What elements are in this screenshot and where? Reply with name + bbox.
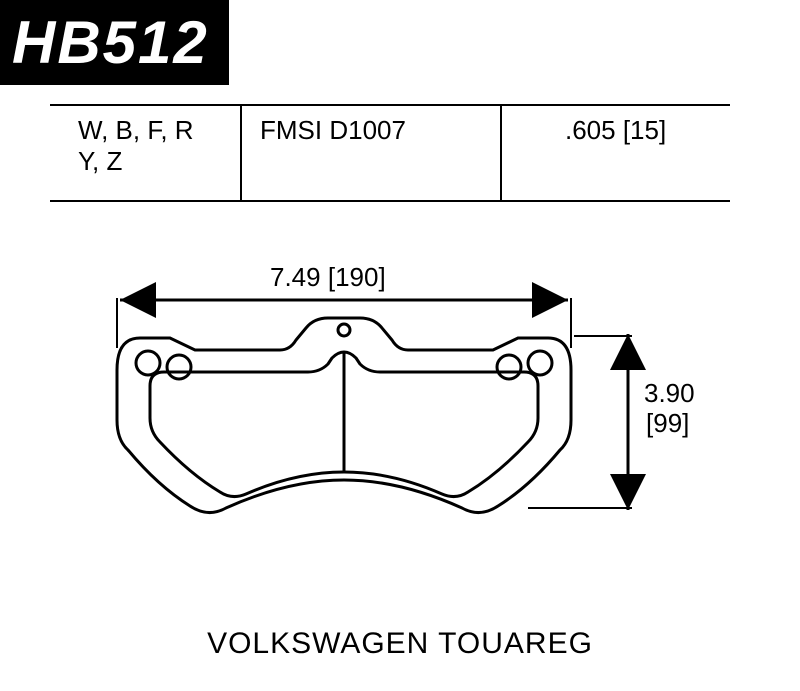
- header-bar: HB512: [0, 0, 229, 85]
- info-divider-v1: [240, 104, 242, 200]
- compounds-cell: W, B, F, R Y, Z: [78, 115, 194, 177]
- thickness-cell: .605 [15]: [565, 115, 666, 146]
- compounds-line1: W, B, F, R: [78, 115, 194, 146]
- fmsi-cell: FMSI D1007: [260, 115, 406, 146]
- product-name: VOLKSWAGEN TOUAREG: [0, 627, 800, 661]
- info-divider-v2: [500, 104, 502, 200]
- compounds-line2: Y, Z: [78, 146, 194, 177]
- brake-pad-shape: [117, 318, 571, 513]
- info-divider-top: [50, 104, 730, 106]
- part-number: HB512: [12, 9, 209, 76]
- brake-pad-diagram: [80, 250, 740, 570]
- info-divider-bottom: [50, 200, 730, 202]
